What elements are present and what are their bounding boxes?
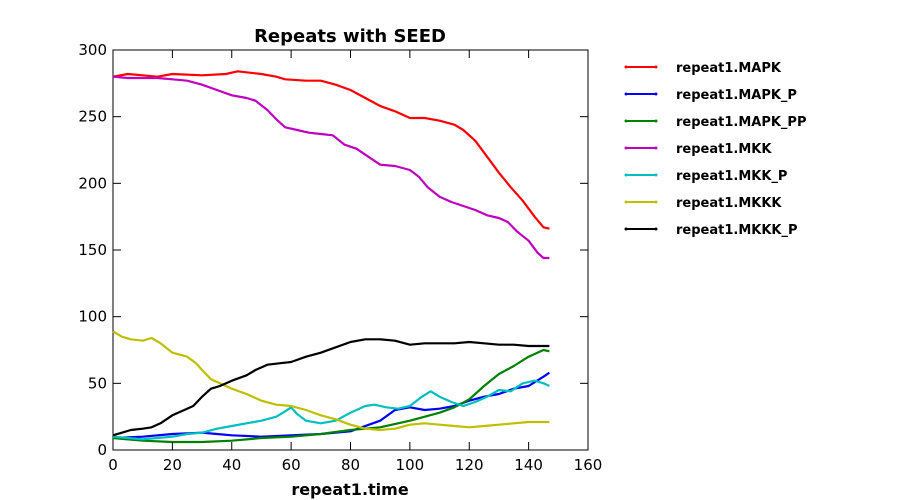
legend-marker-start-2	[624, 119, 628, 123]
x-tick-label-8: 160	[574, 456, 603, 474]
x-tick-label-2: 40	[222, 456, 241, 474]
legend-marker-start-0	[624, 65, 628, 69]
legend-label-1: repeat1.MAPK_P	[676, 88, 797, 103]
y-tick-label-5: 250	[78, 108, 107, 126]
legend-marker-start-4	[624, 173, 628, 177]
legend-marker-end-6	[654, 227, 658, 231]
x-tick-label-1: 20	[163, 456, 182, 474]
legend-label-2: repeat1.MAPK_PP	[676, 115, 806, 130]
legend-marker-start-6	[624, 227, 628, 231]
legend-marker-end-0	[654, 65, 658, 69]
legend-label-6: repeat1.MKKK_P	[676, 223, 798, 238]
legend-label-0: repeat1.MAPK	[676, 61, 782, 76]
series-line-5	[112, 330, 550, 432]
series-line-6	[112, 338, 550, 437]
legend: repeat1.MAPK repeat1.MAPK_P repeat1.MAPK_P…	[624, 61, 806, 238]
x-tick-label-7: 140	[514, 456, 543, 474]
y-tick-label-1: 50	[88, 374, 107, 392]
series-line-2	[112, 348, 550, 444]
y-tick-label-0: 0	[97, 441, 107, 459]
x-tick-label-4: 80	[341, 456, 360, 474]
y-tick-label-4: 200	[78, 174, 107, 192]
legend-marker-end-2	[654, 119, 658, 123]
series-layer	[112, 70, 551, 444]
x-tick-label-0: 0	[108, 456, 118, 474]
x-tick-label-3: 60	[282, 456, 301, 474]
y-tick-label-6: 300	[78, 41, 107, 59]
legend-marker-end-5	[654, 200, 658, 204]
chart-title: Repeats with SEED	[254, 26, 446, 47]
plot-area	[112, 49, 589, 451]
series-line-4	[112, 379, 550, 441]
legend-marker-start-5	[624, 200, 628, 204]
y-tick-label-2: 100	[78, 308, 107, 326]
legend-marker-end-3	[654, 146, 658, 150]
series-line-3	[112, 75, 550, 260]
y-tick-label-3: 150	[78, 241, 107, 259]
x-tick-label-6: 120	[455, 456, 484, 474]
legend-marker-start-1	[624, 92, 628, 96]
y-axis: 0 50 100 150 200 250 300	[78, 41, 588, 459]
x-tick-label-5: 100	[396, 456, 425, 474]
legend-label-4: repeat1.MKK_P	[676, 169, 787, 184]
series-line-0	[112, 70, 550, 230]
legend-marker-start-3	[624, 146, 628, 150]
legend-marker-end-1	[654, 92, 658, 96]
legend-label-5: repeat1.MKKK	[676, 196, 782, 211]
legend-marker-end-4	[654, 173, 658, 177]
series-line-1	[112, 371, 551, 440]
legend-label-3: repeat1.MKK	[676, 142, 772, 157]
x-axis-label: repeat1.time	[291, 480, 409, 499]
x-axis: 0 20 40 60 80 100 120 140 160	[108, 50, 602, 474]
